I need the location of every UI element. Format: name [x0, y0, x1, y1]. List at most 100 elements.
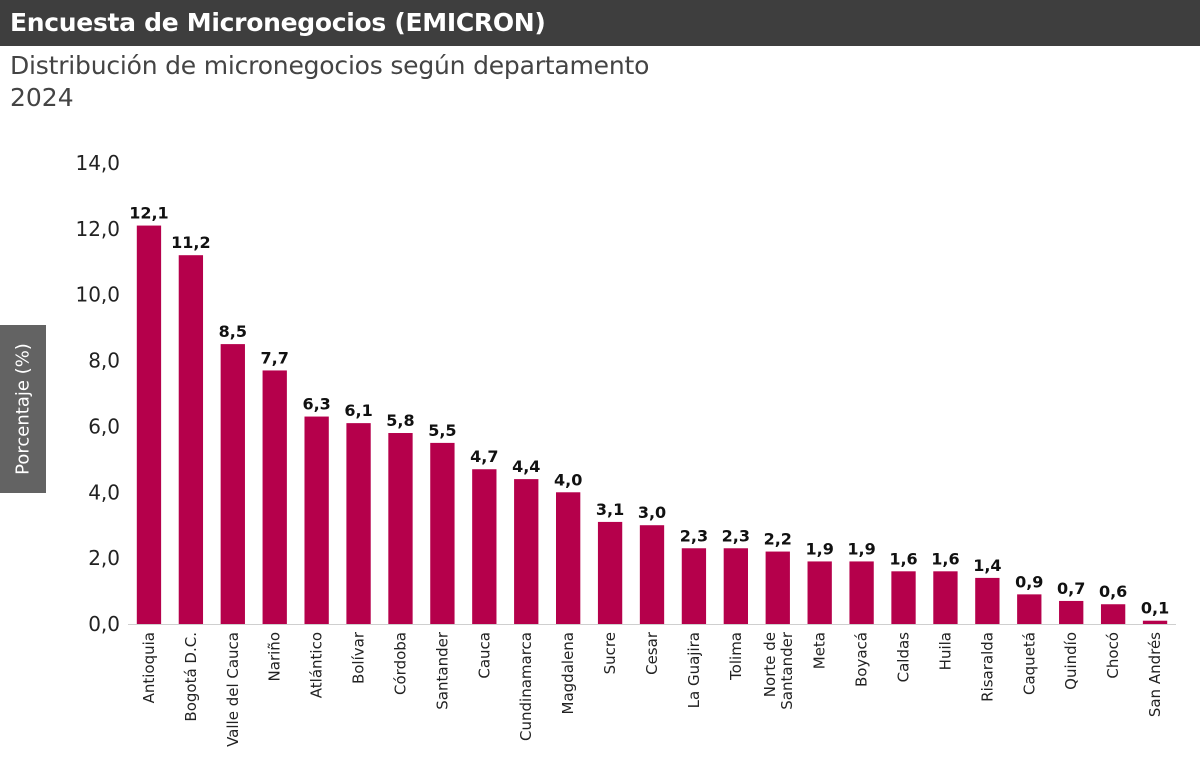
bar: [1017, 594, 1042, 624]
x-tick-label: Chocó: [1104, 632, 1122, 679]
x-tick-label-text: Chocó: [1104, 632, 1122, 679]
y-tick-label: 4,0: [88, 480, 120, 504]
bar: [556, 492, 581, 624]
header-bar: Encuesta de Micronegocios (EMICRON): [0, 0, 1200, 46]
x-tick-label-text: Sucre: [601, 632, 619, 674]
x-tick-label: Cundinamarca: [517, 632, 535, 741]
data-label: 5,5: [428, 421, 456, 440]
data-label: 0,6: [1099, 582, 1127, 601]
x-tick-label-text: Valle del Cauca: [224, 632, 242, 747]
x-tick-label: Bolívar: [350, 631, 368, 684]
bar: [178, 255, 204, 624]
x-tick-label-text: Cesar: [643, 631, 661, 675]
x-tick-label: Boyacá: [853, 632, 871, 687]
x-tick-label: Magdalena: [559, 632, 577, 714]
bar: [1059, 600, 1084, 624]
x-tick-label-text: Quindío: [1062, 632, 1080, 690]
data-label: 2,3: [722, 526, 750, 545]
x-tick-label-text: Santander: [433, 631, 451, 710]
data-label: 4,4: [512, 457, 540, 476]
data-label: 7,7: [261, 348, 289, 367]
bar: [220, 344, 245, 624]
data-label: 1,6: [889, 549, 917, 568]
bar: [975, 577, 1000, 624]
y-tick-label: 10,0: [75, 283, 120, 307]
data-label: 4,7: [470, 447, 498, 466]
x-tick-label: Córdoba: [391, 632, 409, 695]
x-tick-label: Cauca: [475, 632, 493, 679]
x-tick-label-text: La Guajira: [685, 632, 703, 708]
data-label: 11,2: [171, 233, 210, 252]
y-axis-label-box: Porcentaje (%): [0, 325, 46, 493]
bar: [1100, 604, 1126, 624]
x-tick-label-text: Nariño: [266, 632, 284, 681]
header-title: Encuesta de Micronegocios (EMICRON): [10, 8, 546, 37]
x-tick-label-text: San Andrés: [1146, 632, 1164, 717]
x-tick-label: Quindío: [1062, 632, 1080, 690]
chart-title: Distribución de micronegocios según depa…: [10, 51, 650, 80]
x-tick-label-text: Meta: [811, 632, 829, 669]
x-tick-label: Nariño: [266, 632, 284, 681]
data-label: 1,9: [847, 539, 875, 558]
bar: [891, 571, 916, 624]
bar: [639, 525, 665, 624]
data-label: 6,1: [344, 401, 372, 420]
bar: [933, 571, 958, 624]
bar: [430, 442, 455, 624]
x-tick-label: Risaralda: [978, 632, 996, 702]
data-label: 3,1: [596, 500, 624, 519]
bar: [346, 423, 371, 624]
data-label: 1,4: [973, 556, 1001, 575]
x-tick-label-text: Magdalena: [559, 632, 577, 714]
x-tick-label: La Guajira: [685, 632, 703, 708]
x-tick-label: Atlántico: [308, 632, 326, 698]
x-tick-label-line: Norte de: [761, 632, 779, 697]
y-tick-label: 2,0: [88, 546, 120, 570]
bar: [765, 551, 790, 624]
bar: [681, 548, 707, 624]
bar: [597, 521, 623, 624]
x-tick-label: Tolima: [727, 632, 745, 681]
x-tick-label: Cesar: [643, 631, 661, 675]
bar: [514, 479, 539, 624]
x-tick-label-text: Bolívar: [350, 631, 368, 684]
x-tick-label: San Andrés: [1146, 632, 1164, 717]
x-tick-label: Meta: [811, 632, 829, 669]
y-tick-label: 8,0: [88, 349, 120, 373]
data-label: 2,2: [764, 530, 792, 549]
bar: [262, 370, 287, 624]
x-tick-label: Caldas: [895, 632, 913, 683]
x-tick-label-text: Cundinamarca: [517, 632, 535, 741]
bar: [388, 433, 413, 624]
data-label: 3,0: [638, 503, 666, 522]
data-label: 1,6: [931, 549, 959, 568]
bar: [723, 548, 748, 624]
x-tick-label-text: Caldas: [895, 632, 913, 683]
x-tick-label-text: Caquetá: [1020, 632, 1038, 695]
data-label: 8,5: [219, 322, 247, 341]
chart-subtitle: 2024: [10, 83, 74, 112]
x-tick-label-text: Antioquia: [140, 632, 158, 703]
x-tick-label-text: Córdoba: [391, 632, 409, 695]
data-label: 1,9: [806, 539, 834, 558]
x-tick-label-line: Santander: [778, 631, 796, 710]
x-tick-label-text: Huila: [936, 632, 954, 670]
data-label: 0,1: [1141, 599, 1169, 618]
x-tick-label-text: Boyacá: [853, 632, 871, 687]
x-tick-label-text: Risaralda: [978, 632, 996, 702]
x-tick-label-text: Tolima: [727, 632, 745, 681]
x-tick-label: Bogotá D.C.: [182, 632, 200, 722]
data-label: 4,0: [554, 470, 582, 489]
x-tick-label: Valle del Cauca: [224, 632, 242, 747]
x-tick-label: Caquetá: [1020, 632, 1038, 695]
bar: [1142, 620, 1168, 624]
data-label: 6,3: [302, 395, 330, 414]
x-tick-label: Antioquia: [140, 632, 158, 703]
data-label: 5,8: [386, 411, 414, 430]
x-tick-label: Norte de Santander: [761, 631, 796, 710]
x-tick-label: Sucre: [601, 632, 619, 674]
y-tick-label: 14,0: [75, 151, 120, 175]
x-tick-label-text: Cauca: [475, 632, 493, 679]
data-label: 2,3: [680, 526, 708, 545]
bar: [472, 469, 497, 624]
